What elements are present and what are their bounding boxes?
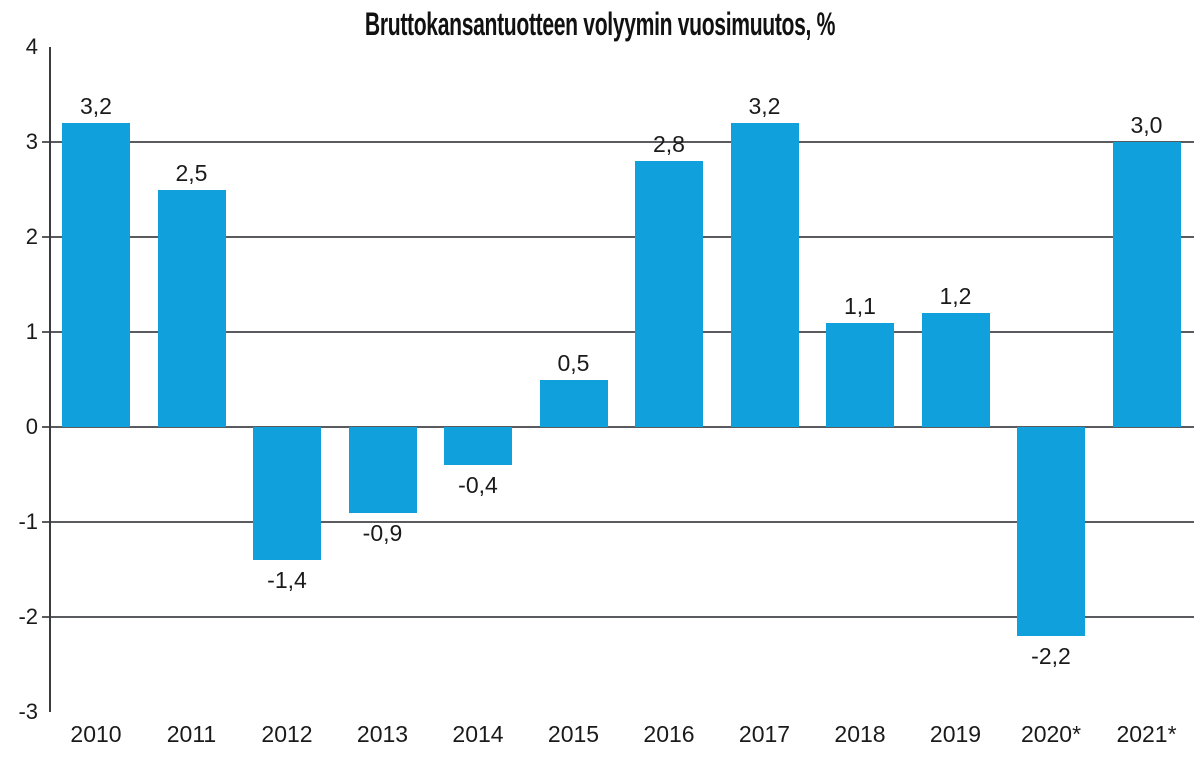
- x-tick-label: 2016: [643, 721, 695, 747]
- bar-value-label: -0,9: [362, 519, 403, 546]
- bar-2018: [826, 322, 894, 427]
- bar-2019: [921, 313, 990, 427]
- x-tick-label: 2020*: [1020, 721, 1082, 747]
- bar-2017: [730, 123, 799, 427]
- gridline: [42, 141, 1194, 143]
- bar-2013: [348, 427, 417, 513]
- x-tick-label: 2011: [166, 721, 217, 747]
- gridline: [42, 236, 1194, 238]
- y-tick-label: 3: [25, 129, 38, 154]
- x-tick-label: 2015: [547, 721, 600, 747]
- bar-value-label: 3,2: [80, 93, 112, 119]
- y-tick-label: 0: [25, 414, 38, 439]
- y-tick-label: 2: [25, 224, 38, 249]
- chart-title: Bruttokansantuotteen volyymin vuosimuuto…: [364, 6, 836, 42]
- y-tick-label: -1: [18, 509, 38, 534]
- y-axis-line: [49, 47, 51, 712]
- bar-value-label: 1,1: [844, 292, 876, 319]
- bar-value-label: -0,4: [458, 472, 498, 498]
- bar-value-label: 3,2: [748, 93, 781, 119]
- x-tick-label: 2012: [261, 721, 313, 747]
- bar-value-label: 0,5: [557, 349, 590, 376]
- x-tick-label: 2021*: [1116, 721, 1177, 747]
- x-tick-label: 2014: [452, 721, 504, 747]
- bar-2012: [253, 427, 321, 560]
- x-tick-label: 2010: [70, 721, 122, 747]
- gridline: [42, 521, 1194, 523]
- gridline: [42, 426, 1194, 428]
- y-tick-label: 1: [25, 319, 38, 344]
- bar-value-label: -2,2: [1031, 643, 1071, 669]
- bar-2016: [635, 161, 703, 427]
- x-tick-label: 2018: [834, 721, 886, 747]
- x-tick-label: 2019: [929, 721, 982, 747]
- x-tick-label: 2017: [738, 721, 791, 747]
- y-tick-label: -2: [18, 604, 38, 629]
- bar-2020*: [1017, 427, 1085, 636]
- bar-value-label: 2,8: [653, 131, 685, 157]
- gridline: [42, 331, 1194, 333]
- bar-value-label: 1,2: [939, 283, 972, 309]
- y-tick-label: -3: [18, 699, 38, 724]
- bar-value-label: -1,4: [267, 567, 307, 593]
- x-tick-label: 2013: [356, 721, 409, 747]
- bar-2010: [62, 123, 130, 427]
- bar-2011: [157, 189, 226, 427]
- bar-2021*: [1112, 142, 1181, 427]
- bar-2014: [444, 427, 512, 465]
- bar-value-label: 3,0: [1130, 112, 1163, 138]
- gridline: [42, 616, 1194, 618]
- bar-2015: [539, 379, 608, 427]
- bar-value-label: 2,5: [175, 159, 208, 186]
- y-tick-label: 4: [25, 34, 38, 59]
